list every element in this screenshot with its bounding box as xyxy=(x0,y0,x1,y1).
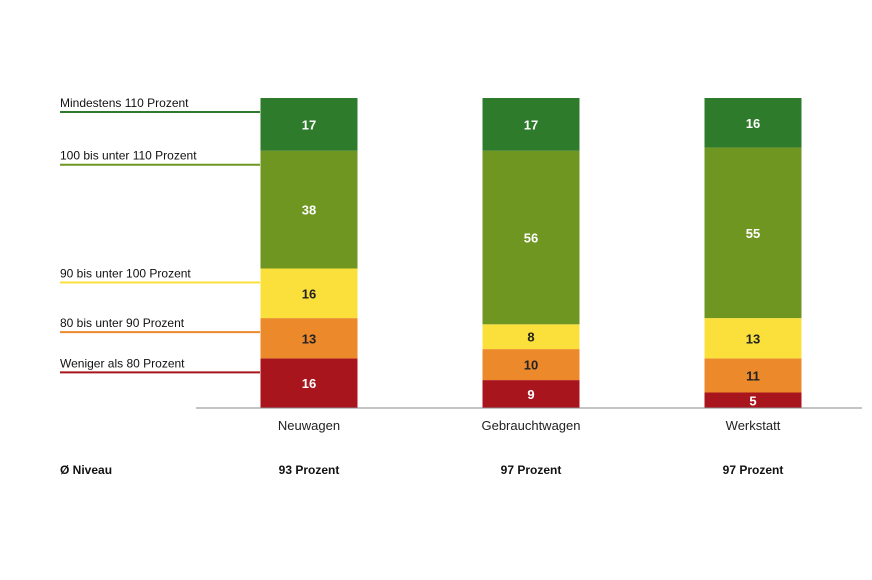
data-label-neuwagen-90-bis-unter-100-prozent: 16 xyxy=(302,286,316,301)
legend-label-90-bis-unter-100-prozent: 90 bis unter 100 Prozent xyxy=(60,267,191,281)
legend-label-weniger-als-80-prozent: Weniger als 80 Prozent xyxy=(60,356,185,370)
data-label-neuwagen-mindestens-110-prozent: 17 xyxy=(302,117,316,132)
legend: Weniger als 80 Prozent 80 bis unter 90 Pr… xyxy=(60,96,260,374)
niveau-value-gebrauchtwagen: 97 Prozent xyxy=(501,463,562,477)
x-axis-labels: Neuwagen Gebrauchtwagen Werkstatt xyxy=(278,418,781,433)
niveau-value-neuwagen: 93 Prozent xyxy=(279,463,340,477)
bar-segment-werkstatt-90-bis-unter-100-prozent xyxy=(704,318,802,359)
legend-label-100-bis-unter-110-prozent: 100 bis unter 110 Prozent xyxy=(60,149,197,163)
data-label-neuwagen-80-bis-unter-90-prozent: 13 xyxy=(302,331,316,346)
bar-segment-gebrauchtwagen-mindestens-110-prozent xyxy=(482,98,580,151)
bar-segment-neuwagen-mindestens-110-prozent xyxy=(260,98,358,151)
x-tick-label-werkstatt: Werkstatt xyxy=(726,418,781,433)
legend-label-80-bis-unter-90-prozent: 80 bis unter 90 Prozent xyxy=(60,316,185,330)
data-label-werkstatt-mindestens-110-prozent: 16 xyxy=(746,116,760,131)
bars-group: 16 13 16 38 17 9 10 8 56 17 5 11 13 55 16 xyxy=(260,98,802,408)
data-label-neuwagen-100-bis-unter-110-prozent: 38 xyxy=(302,203,316,218)
x-tick-label-neuwagen: Neuwagen xyxy=(278,418,340,433)
niveau-value-werkstatt: 97 Prozent xyxy=(723,463,784,477)
data-label-werkstatt-weniger-als-80-prozent: 5 xyxy=(749,393,756,408)
bar-segment-werkstatt-weniger-als-80-prozent xyxy=(704,392,802,408)
niveau-label: Ø Niveau xyxy=(60,463,112,477)
bar-segment-neuwagen-90-bis-unter-100-prozent xyxy=(260,268,358,319)
bar-segment-werkstatt-80-bis-unter-90-prozent xyxy=(704,358,802,393)
x-tick-label-gebrauchtwagen: Gebrauchtwagen xyxy=(481,418,580,433)
niveau-values: 93 Prozent 97 Prozent 97 Prozent xyxy=(279,463,784,477)
data-label-gebrauchtwagen-mindestens-110-prozent: 17 xyxy=(524,117,538,132)
bar-segment-werkstatt-100-bis-unter-110-prozent xyxy=(704,147,802,319)
data-label-gebrauchtwagen-weniger-als-80-prozent: 9 xyxy=(527,387,534,402)
data-label-werkstatt-90-bis-unter-100-prozent: 13 xyxy=(746,331,760,346)
data-label-gebrauchtwagen-90-bis-unter-100-prozent: 8 xyxy=(527,330,534,345)
bar-segment-gebrauchtwagen-weniger-als-80-prozent xyxy=(482,380,580,408)
data-label-gebrauchtwagen-100-bis-unter-110-prozent: 56 xyxy=(524,231,538,246)
bar-segment-neuwagen-80-bis-unter-90-prozent xyxy=(260,318,358,359)
bar-segment-gebrauchtwagen-100-bis-unter-110-prozent xyxy=(482,150,580,325)
data-label-gebrauchtwagen-80-bis-unter-90-prozent: 10 xyxy=(524,358,538,373)
data-label-neuwagen-weniger-als-80-prozent: 16 xyxy=(302,376,316,391)
bar-segment-werkstatt-mindestens-110-prozent xyxy=(704,98,802,148)
data-label-werkstatt-100-bis-unter-110-prozent: 55 xyxy=(746,226,760,241)
bar-segment-neuwagen-weniger-als-80-prozent xyxy=(260,358,358,408)
data-label-werkstatt-80-bis-unter-90-prozent: 11 xyxy=(746,368,760,383)
bar-segment-gebrauchtwagen-80-bis-unter-90-prozent xyxy=(482,349,580,381)
legend-label-mindestens-110-prozent: Mindestens 110 Prozent xyxy=(60,96,189,110)
bar-segment-gebrauchtwagen-90-bis-unter-100-prozent xyxy=(482,324,580,350)
bar-segment-neuwagen-100-bis-unter-110-prozent xyxy=(260,150,358,269)
